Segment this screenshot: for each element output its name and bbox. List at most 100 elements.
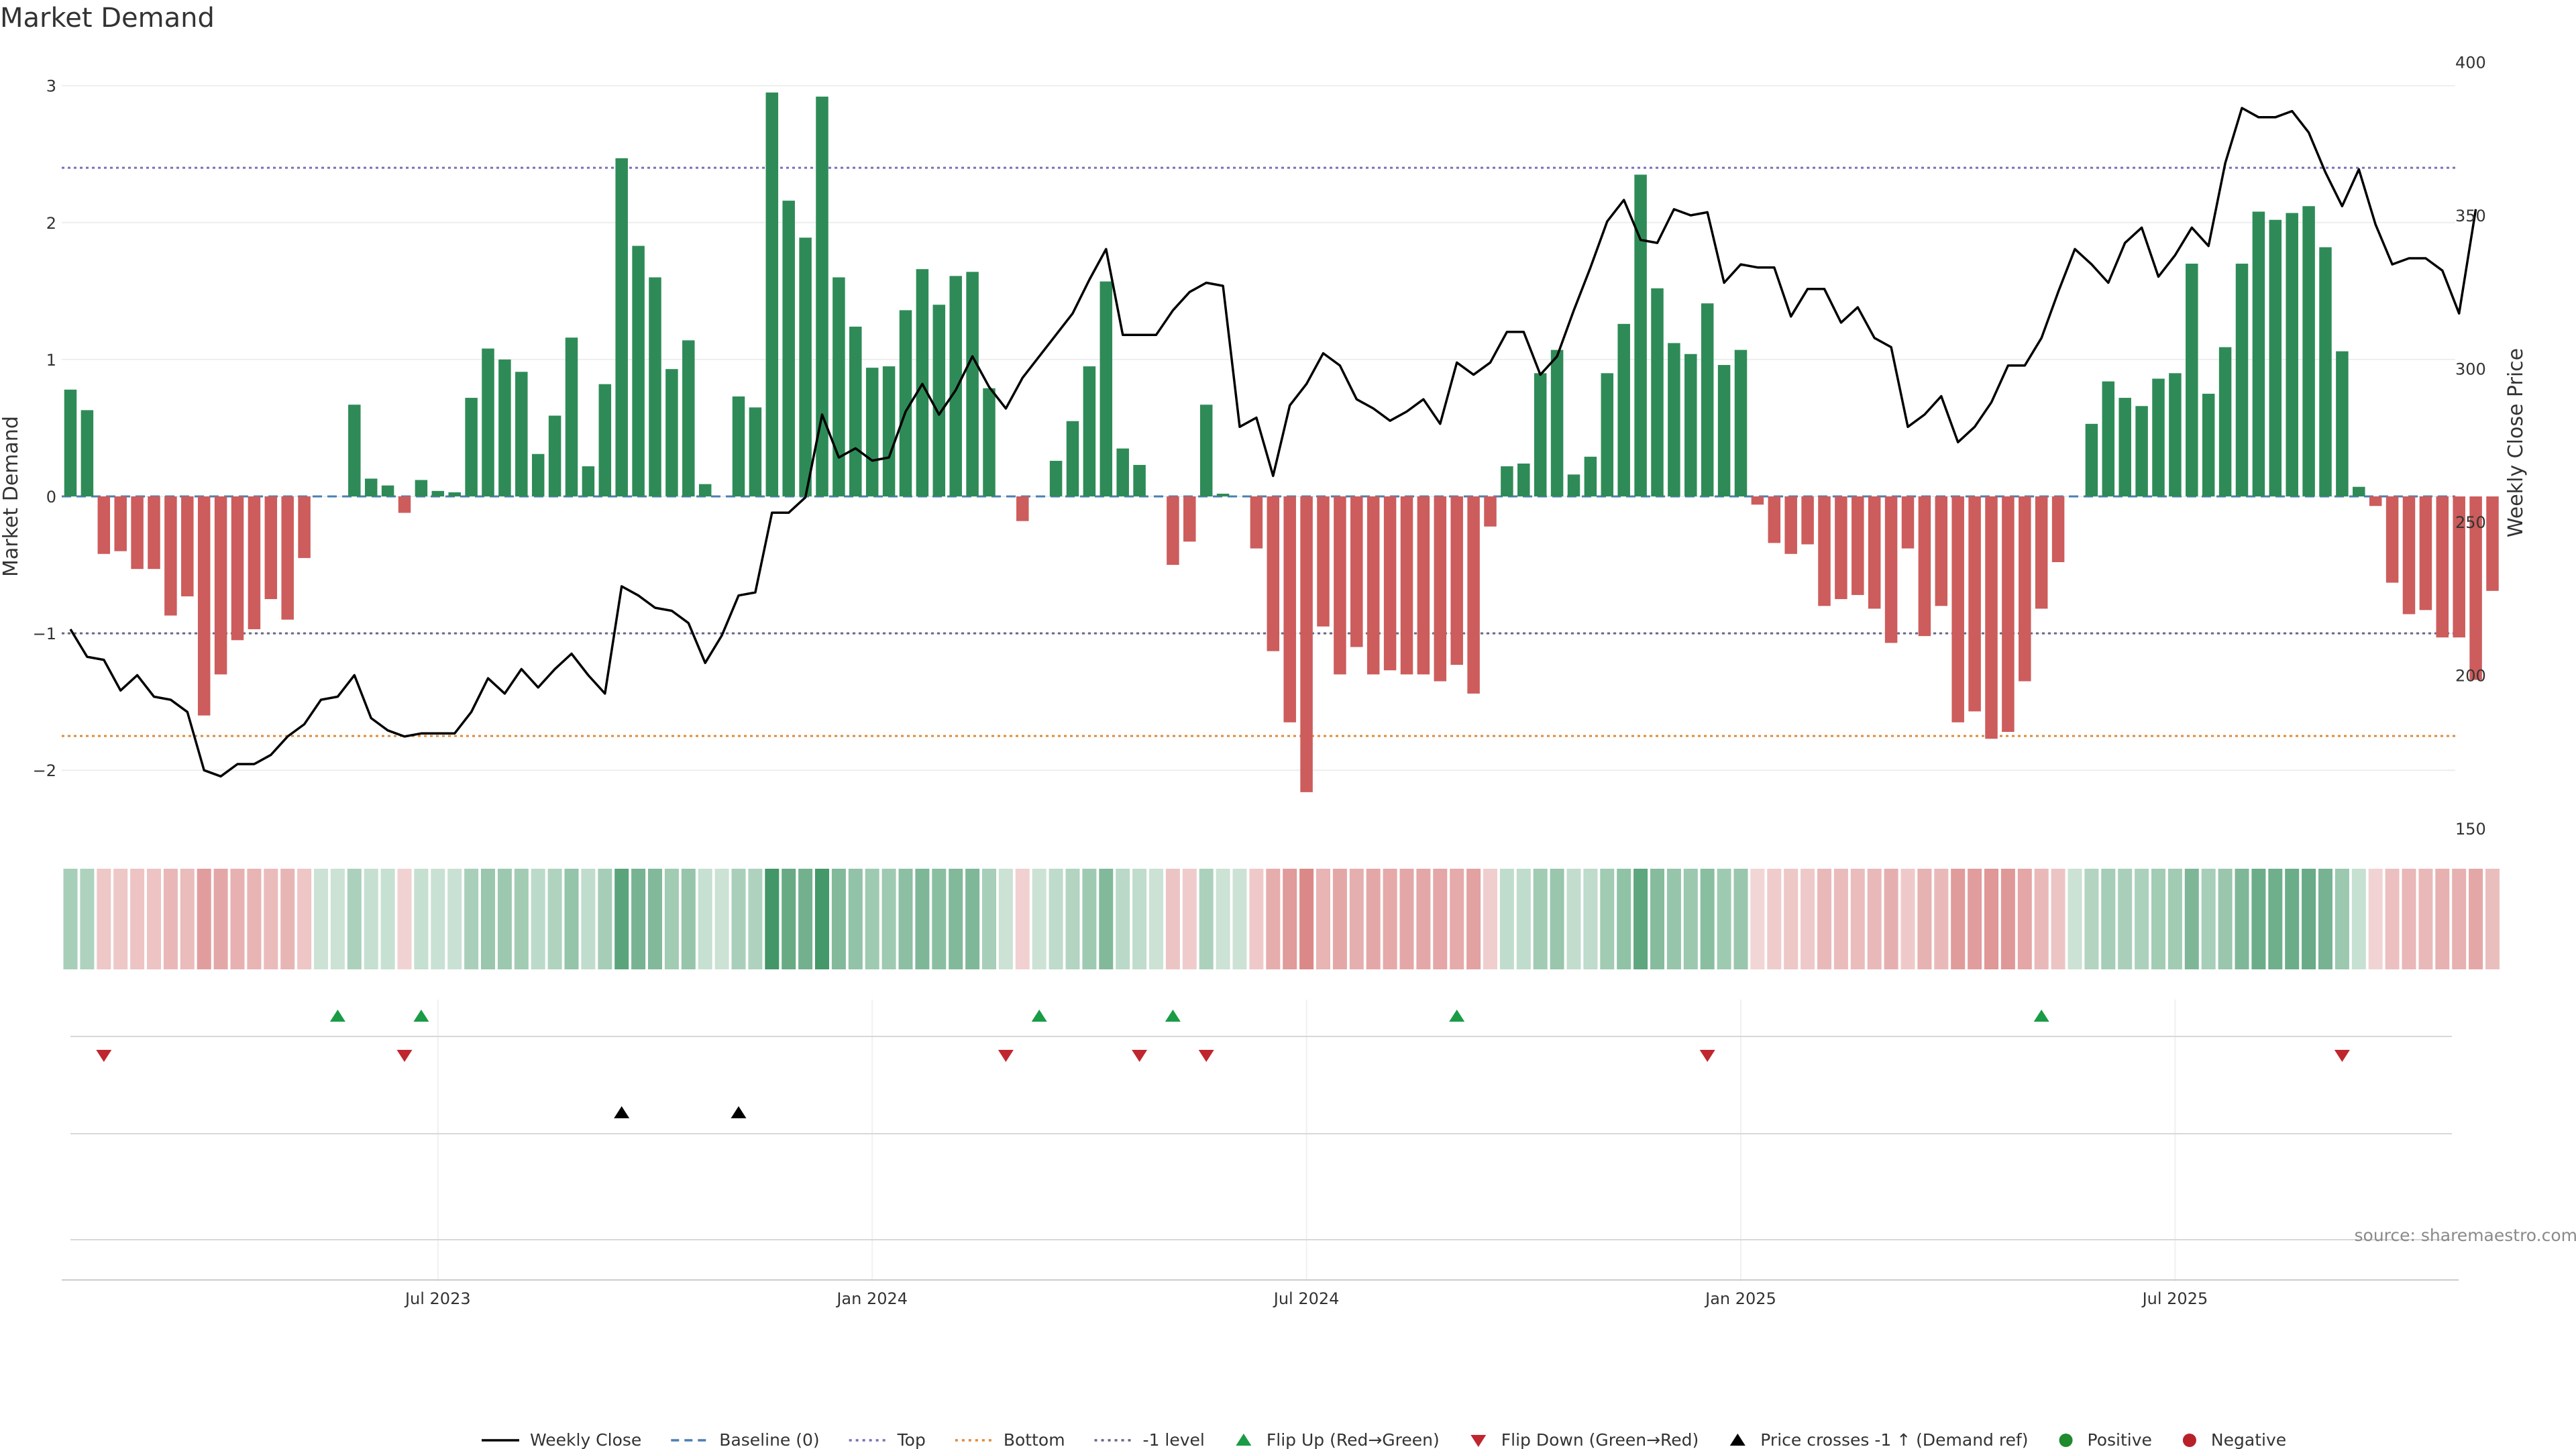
heat-cell xyxy=(431,869,445,969)
heat-cell xyxy=(1867,869,1882,969)
demand-bar xyxy=(364,478,378,496)
demand-bar xyxy=(1784,496,1797,554)
demand-bar xyxy=(1835,496,1847,600)
demand-bar xyxy=(1183,496,1196,542)
demand-bar xyxy=(281,496,294,620)
y2-tick-label: 350 xyxy=(2455,207,2486,225)
heat-cell xyxy=(848,869,863,969)
heat-cell xyxy=(1266,869,1281,969)
heat-cell xyxy=(180,869,195,969)
heat-cell xyxy=(1600,869,1615,969)
y2-tick-label: 400 xyxy=(2455,54,2486,72)
heat-cell xyxy=(1533,869,1548,969)
demand-bar xyxy=(732,396,745,496)
heat-cell xyxy=(314,869,328,969)
demand-bar xyxy=(1717,365,1731,496)
heat-cell xyxy=(97,869,111,969)
legend-item: -1 level xyxy=(1094,1430,1205,1449)
heat-cell xyxy=(1049,869,1063,969)
demand-bar xyxy=(2235,264,2249,496)
heat-cell xyxy=(481,869,495,969)
heat-cell xyxy=(213,869,228,969)
demand-bar xyxy=(381,485,394,496)
demand-bar xyxy=(816,97,828,496)
x-axis: Jul 2023 Jan 2024 Jul 2024 Jan 2025 Jul 2025 xyxy=(62,1279,2459,1308)
heat-cell xyxy=(330,869,345,969)
demand-bar xyxy=(615,158,628,497)
heat-cell xyxy=(1516,869,1531,969)
demand-bar xyxy=(97,496,111,554)
heat-cell xyxy=(2251,869,2266,969)
demand-bar xyxy=(465,398,478,496)
y-axis-ticks: −2 −1 0 1 2 3 xyxy=(33,77,56,780)
flip-up-marker xyxy=(413,1010,429,1022)
demand-bar xyxy=(148,496,160,570)
heat-cell xyxy=(2318,869,2332,969)
legend-label: Flip Down (Green→Red) xyxy=(1501,1430,1699,1449)
flip-up-marker xyxy=(1449,1010,1465,1022)
heat-cell xyxy=(782,869,796,969)
heat-cell xyxy=(932,869,947,969)
heat-cell xyxy=(1934,869,1949,969)
demand-bar xyxy=(1267,496,1280,651)
demand-bar xyxy=(2202,393,2215,496)
demand-bar xyxy=(2035,496,2048,609)
demand-bar xyxy=(1366,496,1380,675)
demand-bar xyxy=(1584,456,1597,496)
heat-cell xyxy=(1499,869,1514,969)
demand-bar xyxy=(1701,303,1714,496)
x-tick-label: Jul 2023 xyxy=(404,1289,471,1308)
demand-bar xyxy=(665,369,678,496)
legend-label: Weekly Close xyxy=(530,1430,641,1449)
legend-item: Price crosses -1 ↑ (Demand ref) xyxy=(1729,1430,2029,1449)
demand-bars xyxy=(64,92,2499,792)
heat-cell xyxy=(347,869,362,969)
demand-bar xyxy=(1016,496,1029,521)
demand-bar xyxy=(131,496,144,570)
demand-bar xyxy=(1317,496,1330,627)
heat-cell xyxy=(1683,869,1698,969)
demand-bar xyxy=(515,372,528,496)
heat-cell xyxy=(1015,869,1030,969)
x-tick-label: Jan 2025 xyxy=(1704,1289,1776,1308)
demand-bar xyxy=(2286,213,2298,496)
heat-cell xyxy=(564,869,579,969)
heat-cell xyxy=(1332,869,1347,969)
demand-bar xyxy=(2135,406,2148,496)
heat-cell xyxy=(2334,869,2349,969)
heat-cell xyxy=(397,869,412,969)
heat-cell xyxy=(1801,869,1815,969)
heat-cell xyxy=(1416,869,1431,969)
demand-bar xyxy=(1066,421,1079,496)
demand-bar xyxy=(2186,264,2198,496)
heat-cell xyxy=(915,869,930,969)
demand-bar xyxy=(114,496,127,551)
heat-cell xyxy=(2235,869,2249,969)
demand-bar xyxy=(932,305,946,496)
demand-bar xyxy=(1049,460,1063,496)
flip-up-marker xyxy=(2033,1010,2049,1022)
demand-bar xyxy=(164,496,177,616)
heat-cell xyxy=(1383,869,1397,969)
legend-label: Negative xyxy=(2211,1430,2286,1449)
heat-cell xyxy=(2167,869,2182,969)
heat-cell xyxy=(1700,869,1715,969)
demand-bar xyxy=(1651,288,1664,496)
heat-cell xyxy=(2469,869,2483,969)
heat-cell xyxy=(2351,869,2366,969)
demand-bar xyxy=(1634,174,1647,496)
heat-cell xyxy=(163,869,178,969)
heat-cell xyxy=(531,869,545,969)
demand-bar xyxy=(582,466,595,496)
legend-label: -1 level xyxy=(1143,1430,1205,1449)
heat-cell xyxy=(297,869,312,969)
demand-bar xyxy=(782,201,795,496)
y-tick-label: 2 xyxy=(46,214,56,233)
demand-bar xyxy=(2469,496,2482,680)
demand-bar xyxy=(899,310,912,496)
legend-item: Weekly Close xyxy=(482,1430,641,1449)
heat-cell xyxy=(364,869,378,969)
heat-cell xyxy=(1817,869,1831,969)
demand-bar xyxy=(1501,466,1513,496)
